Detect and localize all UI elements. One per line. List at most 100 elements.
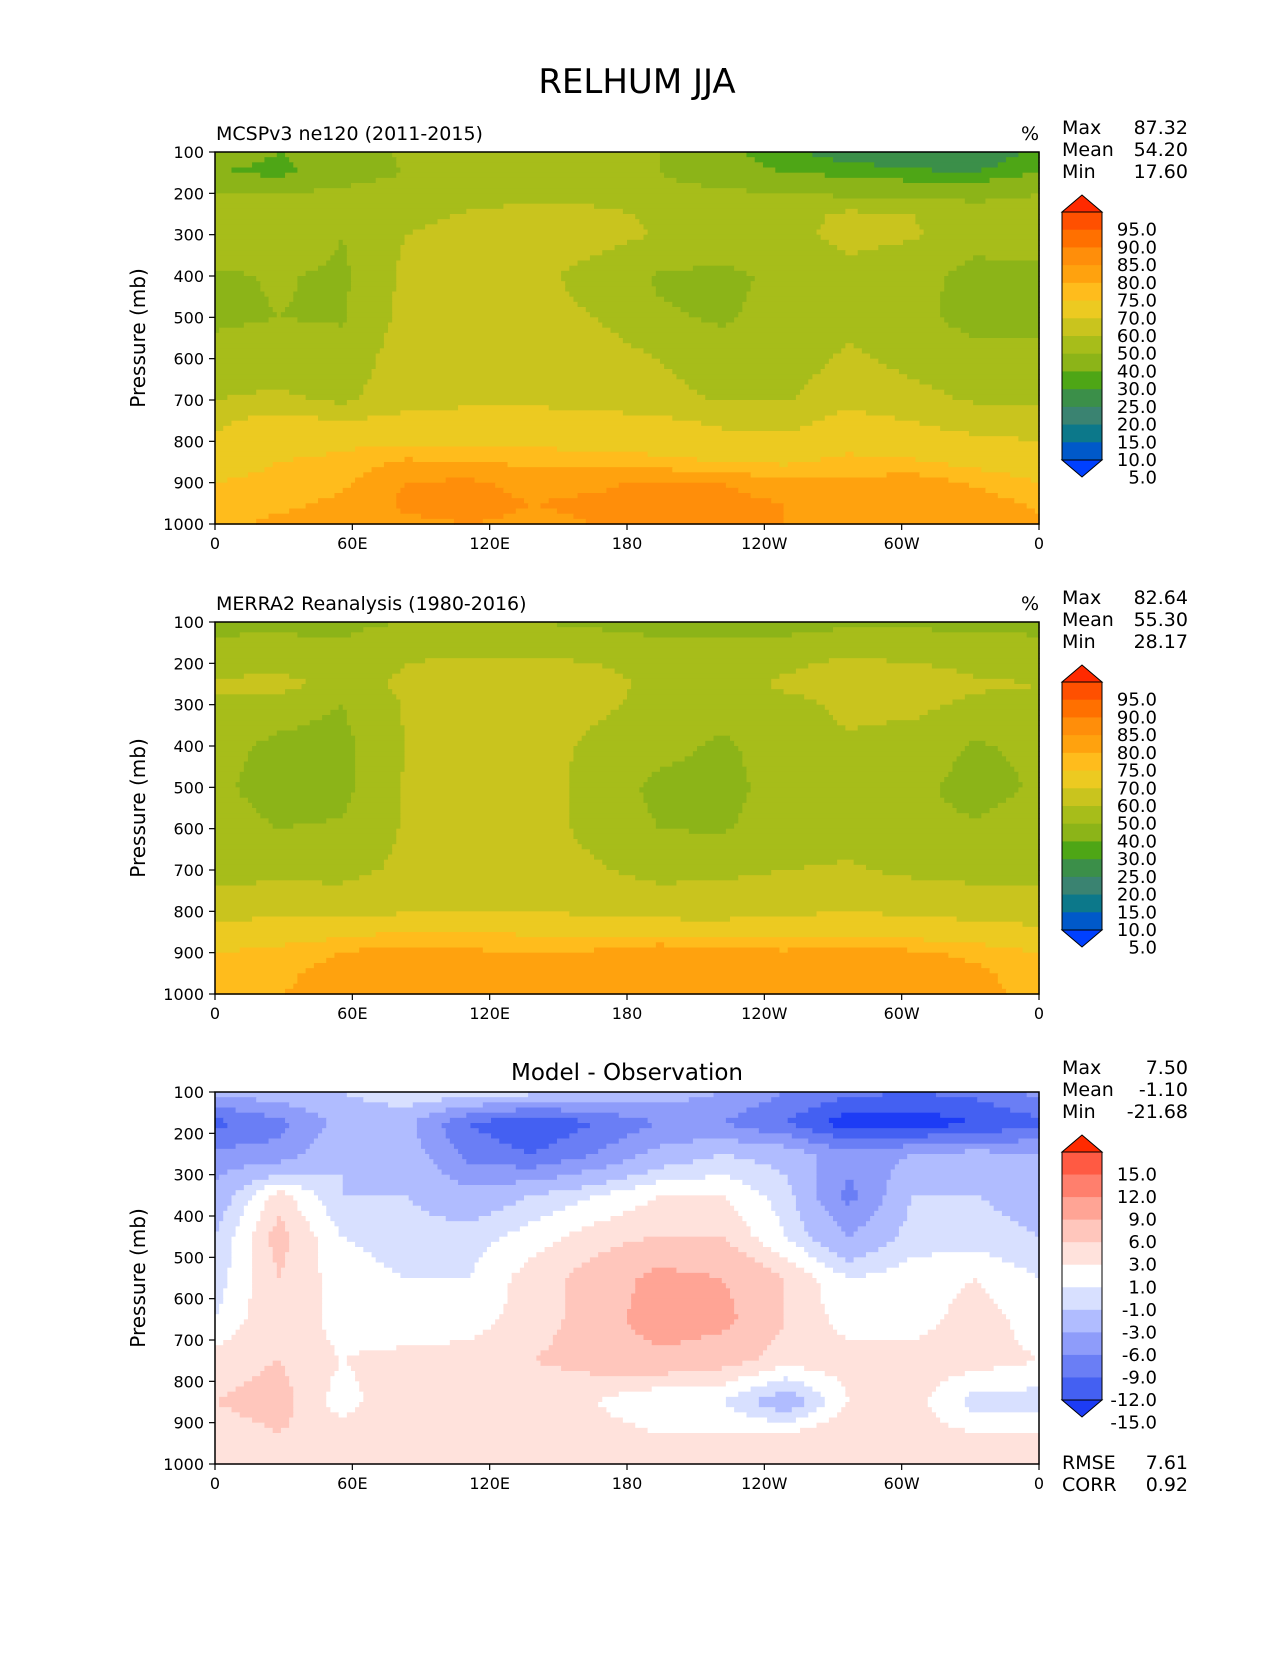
contour-cell — [1018, 152, 1040, 158]
colorbar-extend-min — [1060, 929, 1104, 948]
contour-cell — [783, 1376, 789, 1383]
contour-cell — [841, 1407, 933, 1414]
contour-cell — [231, 1247, 253, 1253]
contour-cell — [981, 1283, 1040, 1290]
contour-cell — [981, 963, 1040, 969]
contour-cell — [355, 746, 406, 752]
contour-cell — [754, 276, 945, 282]
contour-cell — [396, 157, 661, 164]
contour-cell — [268, 513, 422, 520]
contour-cell — [725, 1283, 785, 1290]
contour-cell — [215, 694, 397, 701]
contour-cell — [231, 420, 702, 427]
contour-cell — [647, 229, 818, 236]
contour-cell — [997, 493, 1040, 499]
contour-cell — [215, 1159, 282, 1166]
contour-cell — [466, 1112, 620, 1119]
contour-cell — [215, 431, 970, 437]
contour-cell — [820, 1200, 847, 1207]
contour-cell — [647, 451, 847, 458]
contour-cell — [215, 1123, 229, 1129]
x-tick-label: 60W — [884, 1004, 920, 1023]
colorbar-label: 50.0 — [1117, 814, 1157, 835]
contour-cell — [441, 1123, 472, 1129]
contour-cell — [779, 1169, 818, 1176]
contour-cell — [812, 1386, 847, 1393]
contour-cell — [1014, 678, 1040, 685]
contour-cell — [268, 296, 294, 303]
contour-cell — [787, 1117, 830, 1124]
contour-cell — [973, 255, 987, 262]
contour-cell — [734, 265, 958, 272]
contour-cell — [215, 224, 426, 231]
contour-cell — [215, 1107, 237, 1114]
contour-cell — [260, 813, 344, 820]
contour-cell — [215, 1340, 224, 1346]
contour-cell — [400, 720, 599, 727]
contour-cell — [289, 1123, 327, 1129]
contour-cell — [911, 1195, 983, 1202]
contour-cell — [392, 291, 571, 298]
y-tick-label: 700 — [173, 391, 204, 410]
contour-cell — [342, 1179, 459, 1186]
contour-cell — [738, 875, 912, 882]
contour-cell — [791, 1185, 818, 1191]
contour-cell — [631, 343, 847, 350]
x-tick-label: 120E — [469, 1004, 510, 1023]
contour-cell — [256, 389, 290, 396]
y-tick-label: 400 — [173, 737, 204, 756]
contour-cell — [833, 157, 1007, 164]
contour-cell — [931, 627, 1040, 634]
contour-cell — [383, 332, 620, 339]
contour-cell — [824, 363, 888, 370]
contour-cell — [322, 1272, 402, 1279]
contour-cell — [268, 1236, 290, 1243]
contour-cell — [215, 348, 381, 355]
contour-cell — [215, 1396, 220, 1403]
colorbar-label: 85.0 — [1117, 725, 1157, 746]
contour-cell — [243, 270, 307, 277]
contour-cell — [346, 255, 402, 262]
contour-cell — [215, 487, 344, 494]
contour-cell — [326, 1329, 484, 1336]
stat-value: 0.92 — [1146, 1474, 1188, 1496]
y-tick-label: 400 — [173, 1207, 204, 1226]
contour-cell — [215, 400, 336, 406]
contour-cell — [215, 1278, 229, 1284]
contour-cell — [330, 1216, 447, 1222]
contour-cell — [1001, 1210, 1040, 1217]
contour-cell — [894, 415, 1040, 422]
contour-cell — [940, 425, 1040, 432]
stat-value: 7.50 — [1146, 1057, 1188, 1079]
contour-cell — [334, 952, 950, 959]
contour-cell — [215, 167, 233, 174]
contour-cell — [898, 1262, 1015, 1269]
contour-cell — [841, 1190, 859, 1197]
stat-value: 54.20 — [1134, 139, 1188, 161]
contour-cell — [458, 1179, 517, 1186]
contour-cell — [800, 1427, 966, 1434]
contour-cell — [692, 751, 744, 758]
colorbar-label: 25.0 — [1117, 867, 1157, 888]
colorbar-label: 5.0 — [1128, 468, 1157, 489]
contour-cell — [647, 808, 744, 814]
colorbar-swatch — [1062, 318, 1102, 337]
contour-cell — [326, 1402, 360, 1408]
contour-cell — [853, 1185, 888, 1191]
contour-cell — [396, 265, 571, 272]
colorbar-swatch — [1062, 282, 1102, 302]
contour-cell — [746, 291, 941, 298]
contour-cell — [1006, 157, 1040, 164]
y-tick-label: 1000 — [163, 985, 204, 1004]
contour-cell — [742, 301, 941, 308]
contour-cell — [511, 493, 579, 499]
x-tick-label: 0 — [210, 1004, 220, 1023]
contour-cell — [1001, 751, 1040, 758]
contour-cell — [791, 1407, 818, 1414]
contour-cell — [470, 1272, 513, 1279]
contour-cell — [639, 787, 752, 794]
contour-cell — [944, 276, 1040, 282]
contour-cell — [268, 1231, 290, 1238]
contour-cell — [247, 751, 356, 758]
